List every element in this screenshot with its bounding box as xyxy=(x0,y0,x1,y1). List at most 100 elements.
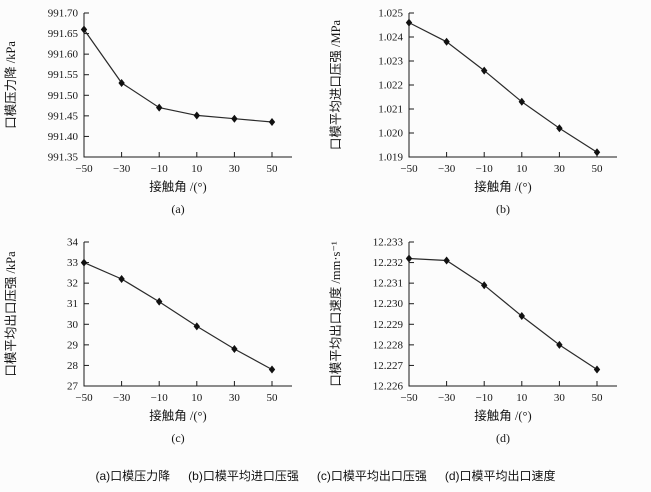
data-point-marker xyxy=(156,297,163,306)
chart-panel-a: 991.35 991.40 991.45 991.50 991.55 991.60 991.… xyxy=(0,0,325,229)
chart-b-svg: 1.019 1.020 1.021 1.022 1.023 1.024 1.025 −50 −3… xyxy=(329,8,617,216)
data-point-marker xyxy=(405,254,413,263)
data-line xyxy=(408,257,598,371)
x-tick-label: −50 xyxy=(75,392,93,404)
y-tick-label: 12.226 xyxy=(373,381,404,393)
data-point-marker xyxy=(118,78,125,87)
data-point-marker xyxy=(231,344,238,353)
data-point-marker xyxy=(231,114,238,123)
x-tick-label: −10 xyxy=(476,163,494,175)
figure-caption: (a)口模压力降 (b)口模平均进口压强 (c)口模平均出口压强 (d)口模平均… xyxy=(0,458,651,492)
x-tick-label: 10 xyxy=(516,392,528,404)
x-tick-label: −50 xyxy=(400,163,418,175)
chart-c-svg: 27 28 29 30 31 32 33 34 −50 −30 −10 10 30 50 口模平均出口压强 … xyxy=(4,237,292,445)
x-tick-label: −30 xyxy=(113,163,131,175)
chart-a-svg: 991.35 991.40 991.45 991.50 991.55 991.60 991.… xyxy=(4,8,292,216)
x-tick-label: −30 xyxy=(438,392,456,404)
data-point-marker xyxy=(268,365,276,374)
x-tick-label: −10 xyxy=(151,163,169,175)
y-tick-label: 29 xyxy=(67,339,79,351)
y-axis-label: 口模平均出口压强 /kPa xyxy=(4,251,18,377)
y-tick-label: 12.228 xyxy=(373,339,404,351)
data-point-marker xyxy=(443,256,450,265)
caption-item-c: (c)口模平均出口压强 xyxy=(316,468,427,483)
chart-panel-b: 1.019 1.020 1.021 1.022 1.023 1.024 1.025 −50 −3… xyxy=(325,0,651,229)
data-point-marker xyxy=(556,340,563,349)
y-tick-label: 991.55 xyxy=(48,69,79,81)
x-tick-label: −50 xyxy=(400,392,418,404)
x-tick-label: 10 xyxy=(191,392,203,404)
caption-item-a: (a)口模压力降 xyxy=(95,468,171,483)
data-line xyxy=(83,262,273,371)
x-tick-label: −50 xyxy=(75,163,93,175)
x-tick-label: 50 xyxy=(267,163,279,175)
x-tick-label: 30 xyxy=(554,163,566,175)
data-point-marker xyxy=(481,281,488,290)
data-point-marker xyxy=(518,97,525,106)
data-point-marker xyxy=(556,124,563,133)
y-tick-label: 12.229 xyxy=(373,319,404,331)
x-tick-label: 30 xyxy=(229,163,241,175)
x-tick-label: 10 xyxy=(191,163,203,175)
y-tick-label: 1.019 xyxy=(378,152,403,164)
y-tick-label: 12.233 xyxy=(373,237,404,249)
y-axis-label: 口模平均进口压强 /MPa xyxy=(329,19,343,150)
chart-panel-c: 27 28 29 30 31 32 33 34 −50 −30 −10 10 30 50 口模平均出口压强 … xyxy=(0,229,325,458)
chart-d-svg: 12.226 12.227 12.228 12.229 12.230 12.231 12.2… xyxy=(328,237,617,445)
y-tick-label: 12.227 xyxy=(373,360,404,372)
x-tick-label: 30 xyxy=(229,392,241,404)
data-line xyxy=(83,29,273,123)
data-point-marker xyxy=(268,118,276,127)
x-tick-label: −10 xyxy=(476,392,494,404)
subplot-label: (a) xyxy=(171,202,184,216)
data-point-marker xyxy=(481,66,488,75)
y-tick-label: 991.40 xyxy=(48,131,79,143)
data-point-marker xyxy=(518,312,525,321)
axes xyxy=(83,13,292,158)
data-point-marker xyxy=(80,258,88,267)
data-point-marker xyxy=(80,25,88,34)
subplot-label: (d) xyxy=(496,431,510,445)
x-axis-label: 接触角 /(°) xyxy=(474,179,531,194)
y-tick-label: 12.230 xyxy=(373,298,404,310)
x-tick-label: 50 xyxy=(592,392,604,404)
y-tick-label: 27 xyxy=(67,381,79,393)
axes xyxy=(408,242,617,387)
data-line xyxy=(408,22,598,153)
y-tick-label: 31 xyxy=(67,298,78,310)
axes xyxy=(83,242,292,387)
caption-item-b: (b)口模平均进口压强 xyxy=(188,468,299,483)
y-axis-label: 口模压力降 /kPa xyxy=(4,41,18,129)
x-tick-label: −10 xyxy=(151,392,169,404)
x-axis-label: 接触角 /(°) xyxy=(474,408,531,423)
y-tick-label: 1.022 xyxy=(378,80,403,92)
x-tick-label: 10 xyxy=(516,163,528,175)
y-tick-label: 12.231 xyxy=(373,278,403,290)
data-point-marker xyxy=(193,111,200,120)
data-point-marker xyxy=(118,275,125,284)
y-tick-label: 991.45 xyxy=(48,110,79,122)
y-tick-label: 28 xyxy=(67,360,79,372)
caption-item-d: (d)口模平均出口速度 xyxy=(444,468,556,483)
y-tick-label: 1.023 xyxy=(378,56,403,68)
y-tick-label: 991.65 xyxy=(48,28,79,40)
subplot-label: (c) xyxy=(171,431,184,445)
data-point-marker xyxy=(443,37,450,46)
y-tick-label: 1.021 xyxy=(378,104,403,116)
subplot-label: (b) xyxy=(496,202,510,216)
figure-grid: 991.35 991.40 991.45 991.50 991.55 991.60 991.… xyxy=(0,0,651,458)
y-tick-label: 991.50 xyxy=(48,90,79,102)
x-tick-label: 30 xyxy=(554,392,566,404)
y-tick-label: 1.024 xyxy=(378,32,403,44)
y-tick-label: 30 xyxy=(67,319,79,331)
y-tick-label: 32 xyxy=(67,278,78,290)
x-axis-label: 接触角 /(°) xyxy=(149,179,206,194)
y-tick-label: 34 xyxy=(67,237,79,249)
data-point-marker xyxy=(156,103,163,112)
x-tick-label: 50 xyxy=(592,163,604,175)
x-tick-label: −30 xyxy=(113,392,131,404)
chart-panel-d: 12.226 12.227 12.228 12.229 12.230 12.231 12.2… xyxy=(325,229,651,458)
y-tick-label: 1.025 xyxy=(378,8,403,20)
data-point-marker xyxy=(593,148,601,157)
